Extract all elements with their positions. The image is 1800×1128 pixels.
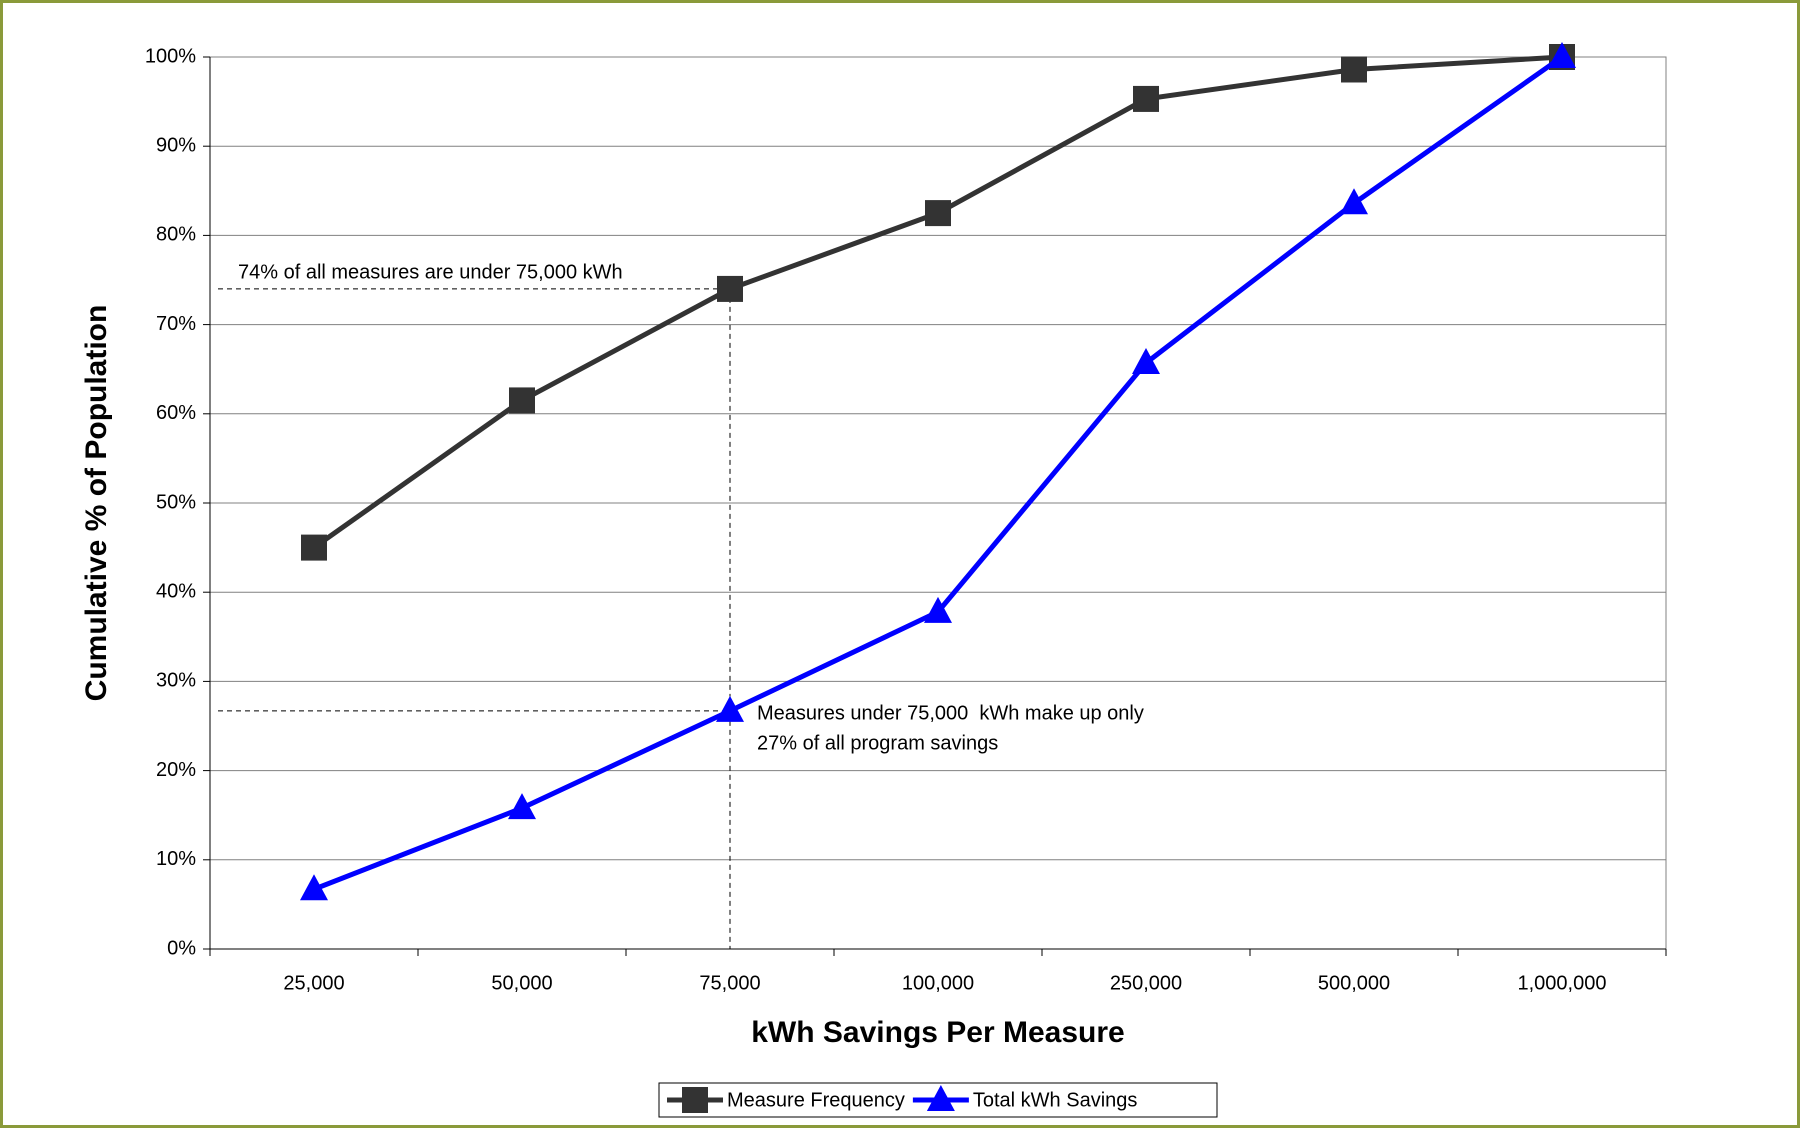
- x-axis-title: kWh Savings Per Measure: [751, 1016, 1124, 1049]
- y-tick-label: 50%: [156, 491, 196, 513]
- legend-marker: [682, 1087, 708, 1113]
- data-point: [1340, 188, 1368, 215]
- legend-label: Measure Frequency: [727, 1089, 905, 1111]
- y-tick-label: 100%: [145, 45, 196, 67]
- legend-label: Total kWh Savings: [973, 1089, 1138, 1111]
- x-tick-label: 500,000: [1318, 972, 1390, 994]
- data-point: [716, 695, 744, 722]
- y-tick-label: 90%: [156, 134, 196, 156]
- x-tick-label: 50,000: [491, 972, 552, 994]
- data-point: [1548, 42, 1576, 68]
- data-point: [509, 387, 535, 414]
- y-tick-label: 0%: [167, 937, 196, 959]
- data-point: [301, 534, 327, 561]
- data-point: [925, 200, 951, 227]
- x-tick-label: 100,000: [902, 972, 974, 994]
- data-point: [1132, 347, 1160, 374]
- y-tick-label: 10%: [156, 848, 196, 870]
- y-tick-label: 70%: [156, 313, 196, 335]
- data-point: [508, 793, 536, 820]
- data-point: [1341, 56, 1367, 83]
- annotation: Measures under 75,000 kWh make up only: [757, 702, 1144, 724]
- x-tick-label: 250,000: [1110, 972, 1182, 994]
- x-tick-label: 25,000: [283, 972, 344, 994]
- y-tick-label: 60%: [156, 402, 196, 424]
- y-tick-label: 20%: [156, 759, 196, 781]
- y-tick-label: 30%: [156, 670, 196, 692]
- data-point: [300, 874, 328, 901]
- x-tick-label: 1,000,000: [1518, 972, 1607, 994]
- annotation: 27% of all program savings: [757, 732, 998, 754]
- y-axis-title: Cumulative % of Population: [80, 305, 113, 702]
- x-tick-label: 75,000: [699, 972, 760, 994]
- y-tick-label: 80%: [156, 224, 196, 246]
- data-point: [1133, 85, 1159, 112]
- data-point: [924, 596, 952, 623]
- data-point: [717, 275, 743, 302]
- legend-marker: [926, 1085, 955, 1111]
- y-tick-label: 40%: [156, 580, 196, 602]
- annotation: 74% of all measures are under 75,000 kWh: [238, 261, 623, 283]
